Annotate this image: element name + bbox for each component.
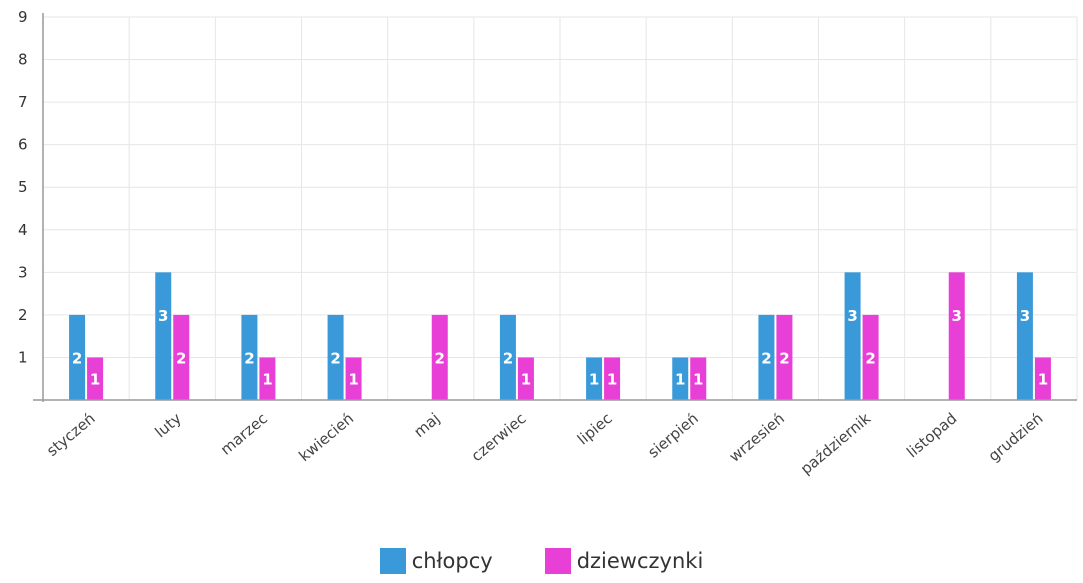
- bar-girls-6[interactable]: [604, 357, 621, 400]
- bar-girls-8[interactable]: [776, 314, 793, 400]
- bar-boys-7[interactable]: [672, 357, 689, 400]
- bar-value-label: 1: [348, 371, 358, 389]
- bar-value-label: 1: [262, 371, 272, 389]
- bar-boys-3[interactable]: [327, 314, 344, 400]
- bar-value-label: 3: [952, 307, 962, 325]
- bar-boys-11[interactable]: [1016, 272, 1033, 400]
- y-tick-label: 6: [18, 136, 28, 154]
- y-tick-label: 3: [18, 263, 28, 281]
- legend-item-boys[interactable]: chłopcy: [379, 548, 493, 574]
- x-tick-label: luty: [151, 409, 184, 441]
- bar-boys-6[interactable]: [586, 357, 603, 400]
- bar-girls-3[interactable]: [345, 357, 362, 400]
- bar-value-label: 2: [330, 349, 340, 367]
- y-tick-label: 1: [18, 348, 28, 366]
- y-tick-label: 9: [18, 8, 28, 26]
- x-tick-label: styczeń: [43, 409, 99, 460]
- bar-value-label: 1: [90, 371, 100, 389]
- x-tick-label: marzec: [217, 409, 271, 458]
- bar-girls-4[interactable]: [431, 314, 448, 400]
- legend: chłopcy dziewczynki: [0, 548, 1083, 574]
- bar-value-label: 2: [244, 349, 254, 367]
- x-tick-label: grudzień: [985, 409, 1047, 465]
- y-tick-label: 5: [18, 178, 28, 196]
- legend-label-girls: dziewczynki: [576, 549, 704, 573]
- bar-boys-8[interactable]: [758, 314, 775, 400]
- bar-value-label: 2: [865, 349, 875, 367]
- y-tick-label: 2: [18, 306, 28, 324]
- bar-boys-9[interactable]: [844, 272, 861, 400]
- bar-value-label: 1: [589, 371, 599, 389]
- bar-girls-2[interactable]: [259, 357, 276, 400]
- bar-girls-1[interactable]: [173, 314, 190, 400]
- x-tick-label: czerwiec: [468, 409, 530, 465]
- legend-swatch-boys: [379, 548, 406, 574]
- bars-group: [69, 272, 1051, 400]
- x-tick-label: lipiec: [574, 409, 616, 448]
- bar-girls-5[interactable]: [517, 357, 534, 400]
- legend-swatch-girls: [544, 548, 571, 574]
- bar-value-label: 2: [72, 349, 82, 367]
- x-tick-label: sierpień: [644, 409, 701, 461]
- y-tick-label: 4: [18, 221, 28, 239]
- bar-girls-10[interactable]: [948, 272, 965, 400]
- bar-girls-11[interactable]: [1034, 357, 1051, 400]
- bar-boys-1[interactable]: [155, 272, 172, 400]
- x-tick-label: listopad: [903, 409, 960, 461]
- bar-girls-7[interactable]: [690, 357, 707, 400]
- bar-value-label: 1: [693, 371, 703, 389]
- bar-boys-0[interactable]: [69, 314, 86, 400]
- x-tick-label: kwiecień: [295, 409, 357, 465]
- legend-label-boys: chłopcy: [411, 549, 493, 573]
- bar-girls-9[interactable]: [862, 314, 879, 400]
- y-tick-label: 7: [18, 93, 28, 111]
- bar-value-label: 1: [607, 371, 617, 389]
- bar-value-label: 1: [675, 371, 685, 389]
- bar-value-label: 2: [503, 349, 513, 367]
- bar-value-label: 2: [435, 349, 445, 367]
- legend-item-girls[interactable]: dziewczynki: [544, 548, 704, 574]
- bar-value-label: 3: [1020, 307, 1030, 325]
- bar-value-label: 2: [176, 349, 186, 367]
- bar-value-label: 2: [779, 349, 789, 367]
- x-tick-label: wrzesień: [726, 409, 788, 465]
- bar-value-label: 3: [847, 307, 857, 325]
- y-tick-label: 8: [18, 51, 28, 69]
- x-tick-labels: styczeń luty marzec kwiecień maj czerwiec lipi…: [43, 409, 1046, 478]
- bar-value-label: 1: [521, 371, 531, 389]
- bar-girls-0[interactable]: [87, 357, 104, 400]
- x-tick-label: październik: [797, 409, 874, 478]
- y-tick-labels: 1 2 3 4 5 6 7 8 9: [18, 8, 28, 366]
- bar-value-label: 2: [761, 349, 771, 367]
- x-tick-label: maj: [410, 409, 443, 441]
- bar-boys-2[interactable]: [241, 314, 258, 400]
- grid-lines: [43, 16, 1078, 400]
- bar-value-label: 1: [1038, 371, 1048, 389]
- bar-boys-5[interactable]: [499, 314, 516, 400]
- axes-group: [33, 13, 1077, 402]
- bar-value-label: 3: [158, 307, 168, 325]
